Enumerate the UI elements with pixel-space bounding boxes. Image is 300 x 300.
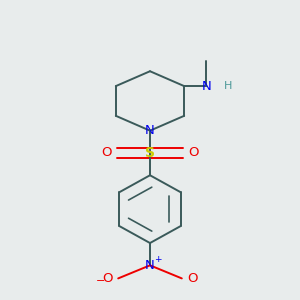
Text: O: O bbox=[187, 272, 198, 285]
Text: −: − bbox=[96, 276, 106, 286]
Text: O: O bbox=[189, 146, 199, 160]
Text: S: S bbox=[145, 146, 155, 160]
Text: H: H bbox=[224, 81, 232, 91]
Text: N: N bbox=[202, 80, 211, 93]
Text: N: N bbox=[145, 124, 155, 137]
Text: O: O bbox=[102, 272, 113, 285]
Text: N: N bbox=[145, 259, 155, 272]
Text: O: O bbox=[101, 146, 111, 160]
Text: +: + bbox=[154, 256, 162, 265]
